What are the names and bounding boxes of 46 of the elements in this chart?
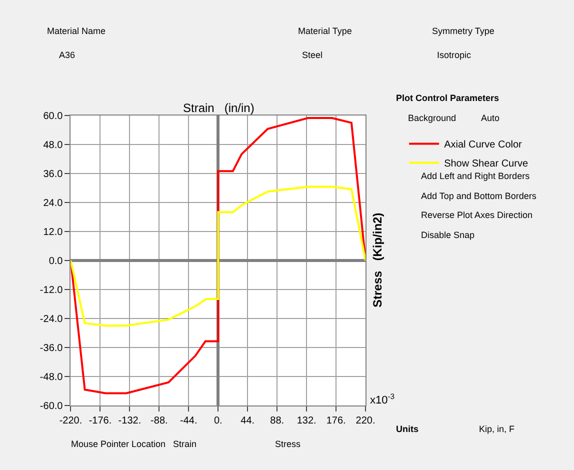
x-tick-label: -44. [180, 415, 198, 426]
x-tick-label: 88. [270, 415, 284, 426]
y-axis-title: Stress (Kip/in2) [370, 212, 385, 308]
text: A36 [59, 50, 76, 60]
x-tick-label: -132. [118, 415, 142, 426]
legend-label: Show Shear Curve [444, 158, 528, 170]
text: Mouse Pointer Location [71, 439, 166, 449]
text: Auto [481, 113, 500, 123]
y-tick-label: 36.0 [43, 169, 64, 180]
text: Steel [302, 50, 323, 60]
text: Plot Control Parameters [396, 93, 500, 103]
text: Reverse Plot Axes Direction [421, 210, 533, 220]
text: Add Top and Bottom Borders [421, 191, 537, 201]
text: Stress [275, 439, 302, 449]
y-tick-label: 12.0 [43, 226, 64, 238]
text: Isotropic [437, 50, 472, 60]
x-tick-label: 0. [214, 415, 222, 426]
text: Material Name [47, 26, 106, 36]
y-tick-label: 24.0 [43, 198, 64, 209]
x-tick-label: 176. [326, 415, 346, 426]
y-tick-label: -36.0 [40, 342, 64, 354]
text: Material Type [298, 26, 352, 36]
legend-label: Axial Curve Color [444, 140, 523, 151]
text: x10$^{-3}$ [370, 392, 395, 407]
text: Background [408, 113, 456, 123]
y-tick-label: 48.0 [43, 140, 64, 152]
x-tick-label: -176. [88, 415, 112, 426]
text: Symmetry Type [432, 26, 494, 36]
text: Strain [173, 439, 197, 449]
y-tick-label: -12.0 [40, 284, 64, 296]
line-series [70, 186, 366, 327]
text: Units [396, 424, 418, 434]
y-tick-label: -24.0 [40, 314, 64, 325]
x-tick-label: 220. [356, 415, 376, 426]
x-tick-label: 44. [240, 415, 255, 426]
x-axis-title: Strain (in/in) [183, 101, 254, 115]
text: Add Left and Right Borders [421, 171, 530, 181]
x-tick-label: 132. [296, 415, 316, 426]
y-tick-label: 60.0 [43, 111, 64, 122]
y-tick-label: 0.0 [48, 256, 64, 267]
x-tick-label: -220. [59, 415, 82, 426]
text: Kip, in, F [479, 424, 516, 434]
y-tick-label: -60.0 [40, 400, 64, 412]
x-tick-label: -88. [150, 415, 168, 426]
text: Disable Snap [421, 230, 475, 240]
y-tick-label: -48.0 [40, 372, 64, 383]
